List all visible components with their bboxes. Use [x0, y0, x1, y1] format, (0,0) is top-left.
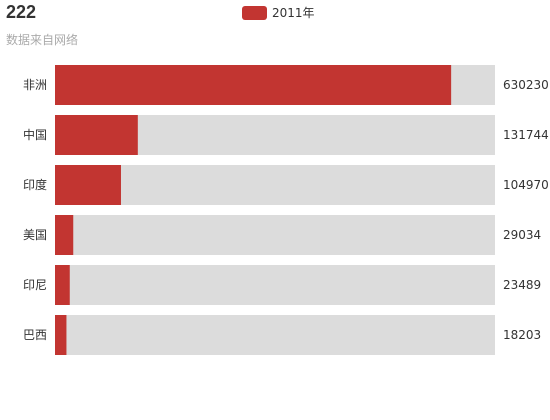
legend-label: 2011年	[272, 6, 315, 20]
bar[interactable]	[55, 265, 70, 305]
chart-subtitle: 数据来自网络	[6, 33, 79, 47]
category-label: 美国	[23, 228, 47, 242]
category-label: 中国	[23, 127, 47, 142]
bar-background	[55, 215, 495, 255]
bar[interactable]	[55, 65, 452, 105]
bar[interactable]	[55, 215, 74, 255]
bar[interactable]	[55, 165, 121, 205]
legend-swatch	[242, 5, 267, 20]
category-label: 印度	[23, 177, 47, 192]
legend[interactable]: 2011年	[242, 4, 315, 21]
value-label: 104970	[503, 178, 549, 192]
value-label: 23489	[503, 278, 541, 292]
chart-title: 222	[6, 2, 37, 22]
category-label: 巴西	[23, 328, 47, 342]
bar[interactable]	[55, 315, 67, 355]
value-label: 131744	[503, 128, 549, 142]
value-label: 630230	[503, 78, 549, 92]
value-label: 18203	[503, 328, 541, 342]
bar-background	[55, 165, 495, 205]
category-label: 非洲	[23, 78, 47, 92]
bar[interactable]	[55, 115, 138, 155]
bar-background	[55, 265, 495, 305]
category-label: 印尼	[23, 278, 47, 292]
bar-background	[55, 315, 495, 355]
value-label: 29034	[503, 228, 541, 242]
